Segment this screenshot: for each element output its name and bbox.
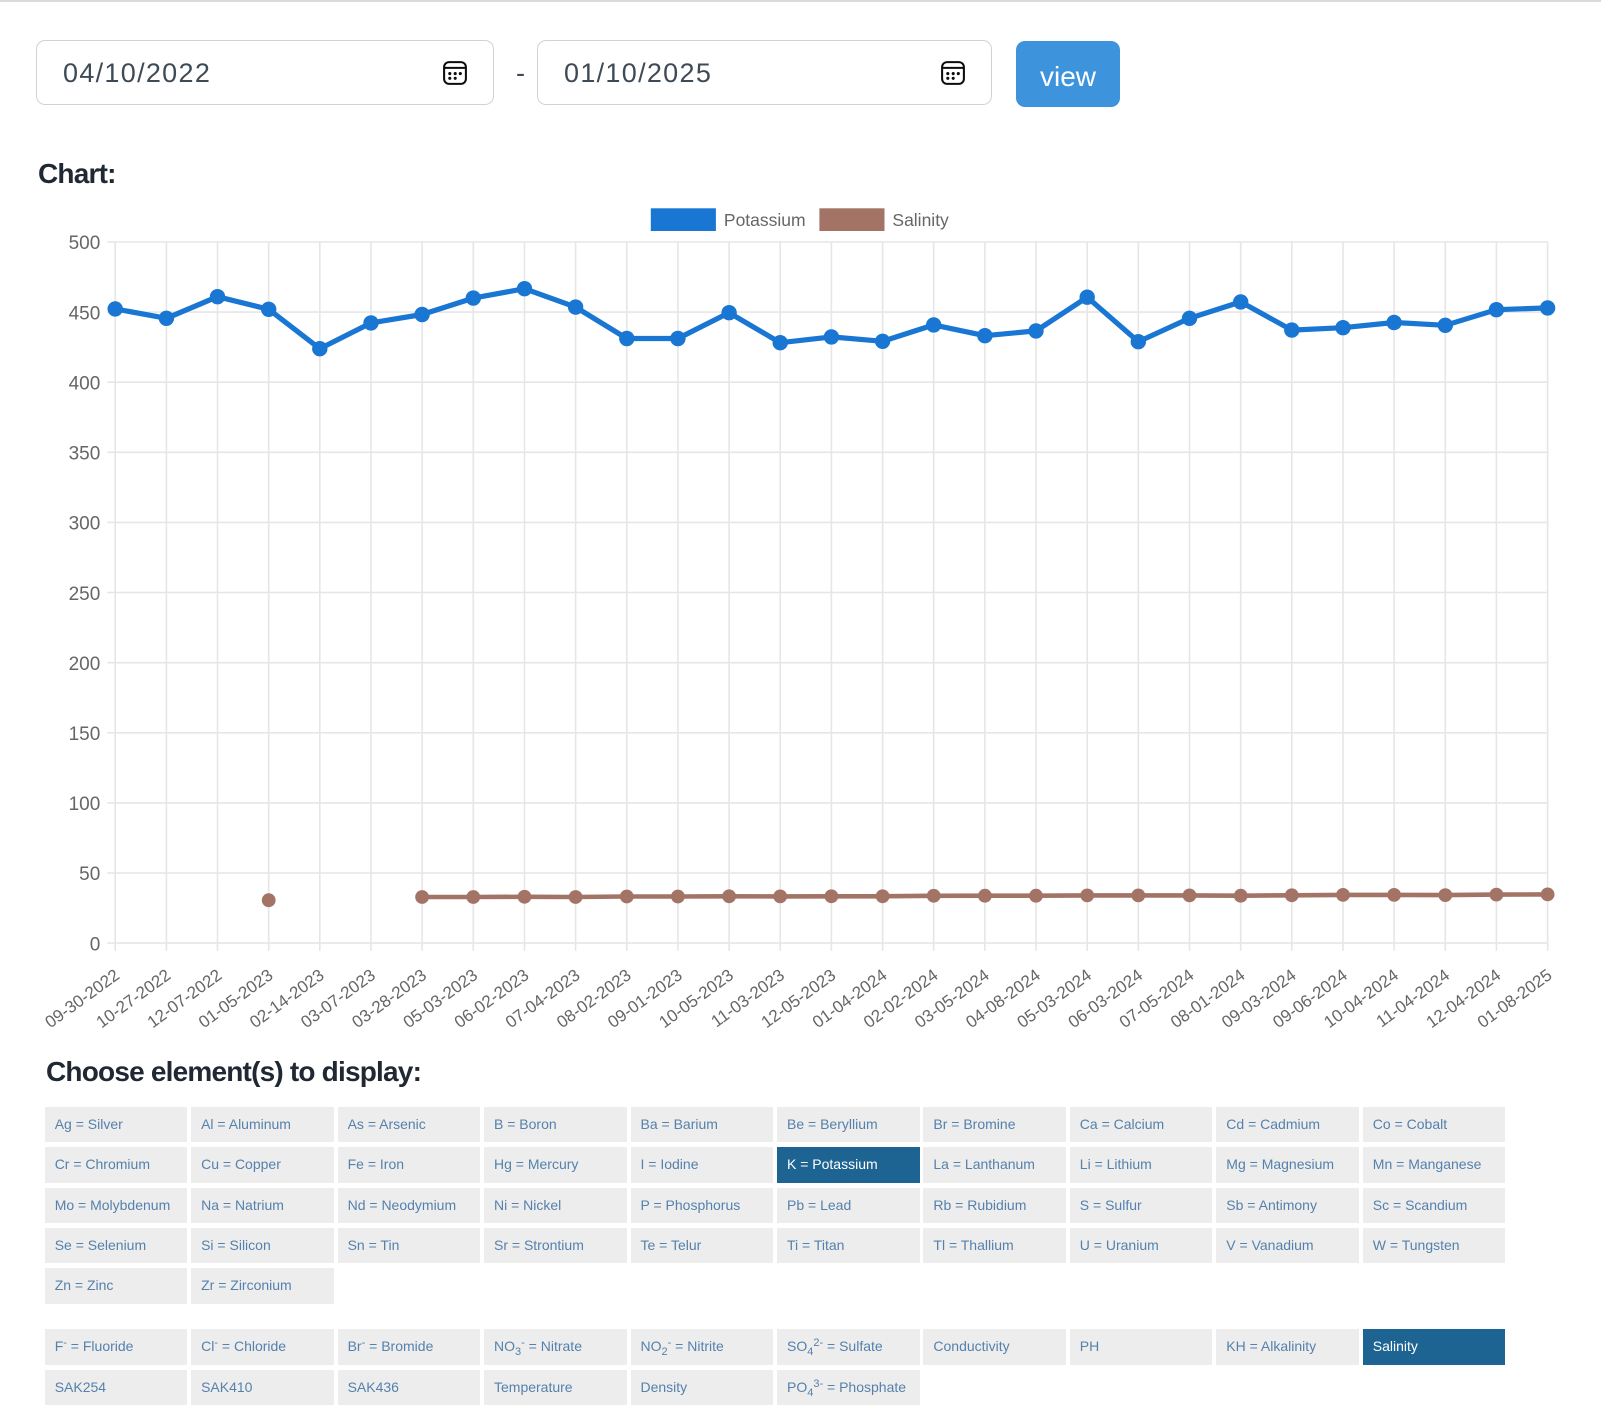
svg-text:300: 300 <box>69 514 101 535</box>
svg-text:150: 150 <box>69 724 101 745</box>
svg-text:200: 200 <box>69 654 101 675</box>
svg-text:250: 250 <box>69 584 101 605</box>
svg-text:500: 500 <box>69 233 101 254</box>
svg-text:450: 450 <box>69 303 101 324</box>
svg-text:Salinity: Salinity <box>892 210 949 230</box>
svg-text:400: 400 <box>69 373 101 394</box>
svg-text:350: 350 <box>69 444 101 465</box>
svg-text:50: 50 <box>79 864 100 885</box>
svg-text:0: 0 <box>90 934 101 955</box>
svg-text:Potassium: Potassium <box>724 210 806 230</box>
svg-text:100: 100 <box>69 794 101 815</box>
